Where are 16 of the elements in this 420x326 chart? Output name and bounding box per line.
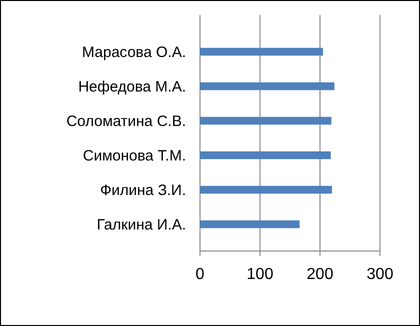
bar	[200, 220, 300, 228]
bar	[200, 186, 332, 194]
y-tick-label: Галкина И.А.	[96, 216, 186, 234]
x-tick-label: 0	[196, 266, 205, 283]
x-tick-label: 100	[246, 266, 274, 283]
bar	[200, 48, 323, 56]
y-tick-label: Нефедова М.А.	[78, 78, 186, 96]
bar	[200, 151, 331, 160]
bar	[200, 116, 332, 125]
x-tick-label: 200	[306, 266, 334, 283]
y-tick-label: Марасова О.А.	[82, 44, 186, 61]
y-tick-label: Соломатина С.В.	[66, 113, 186, 130]
y-tick-label: Симонова Т.М.	[82, 148, 186, 164]
y-tick-label: Филина З.И.	[100, 182, 186, 200]
bar	[200, 82, 334, 90]
x-tick-label: 300	[366, 266, 394, 283]
